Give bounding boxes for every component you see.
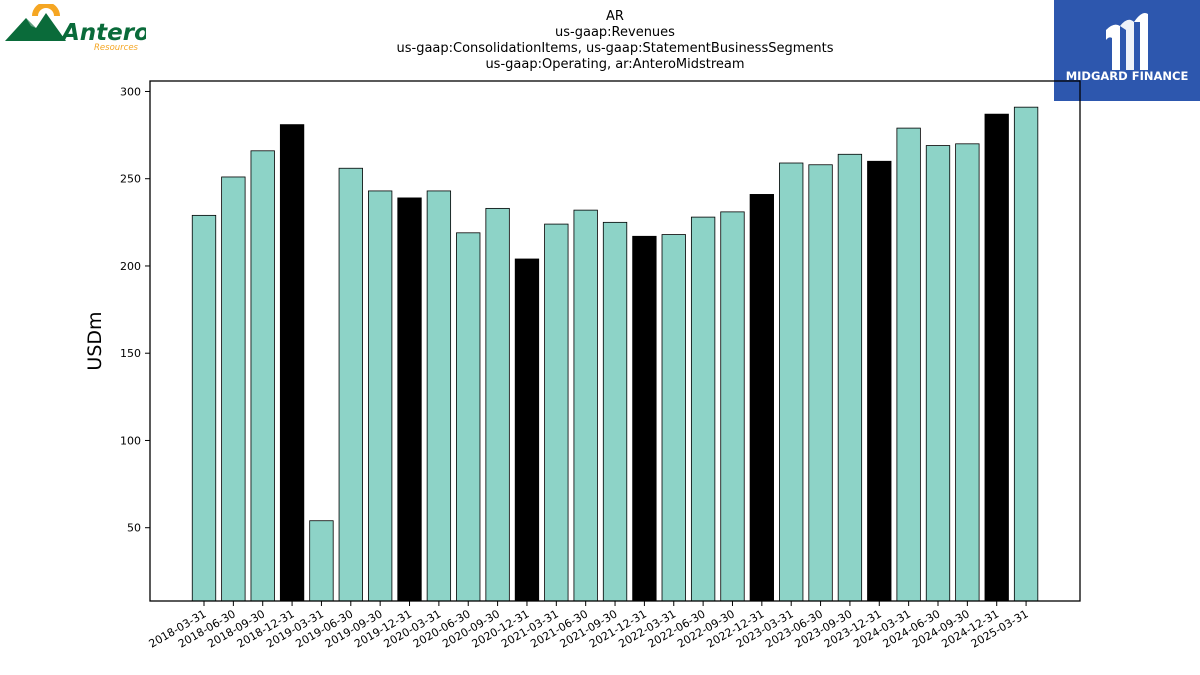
chart-title-line: AR <box>606 9 624 24</box>
bar <box>279 124 305 602</box>
chart-title-line: us-gaap:Revenues <box>555 25 675 40</box>
y-axis-label: USDm <box>84 311 106 370</box>
bar <box>514 258 540 602</box>
plot-frame <box>149 80 1081 602</box>
bars <box>191 106 1039 602</box>
bar <box>632 235 657 602</box>
bar <box>456 232 481 602</box>
bar <box>602 221 628 602</box>
bar <box>867 160 892 602</box>
bar <box>925 145 951 602</box>
midgard-finance-logo: MIDGARD FINANCE <box>1054 0 1200 101</box>
bar <box>368 190 393 602</box>
bar <box>191 214 217 602</box>
antero-logo: Antero Resources <box>4 2 150 54</box>
bar <box>397 197 422 602</box>
bar <box>250 150 275 602</box>
y-tick-label: 200 <box>120 260 141 273</box>
antero-logo-sub: Resources <box>94 43 139 53</box>
bar <box>749 194 774 602</box>
bar <box>485 207 510 602</box>
bar <box>338 167 363 602</box>
midgard-logo-name: MIDGARD FINANCE <box>1066 69 1189 83</box>
bar <box>720 211 745 602</box>
antero-logo-name: Antero <box>60 20 146 46</box>
bar <box>808 164 833 602</box>
y-tick-label: 150 <box>120 347 141 360</box>
antero-mountain-sun-icon: Antero Resources <box>5 2 150 53</box>
bar <box>984 113 1009 602</box>
y-axis: 50 100 150 200 250 300 <box>120 85 150 535</box>
bar <box>309 520 334 602</box>
bar <box>661 234 686 602</box>
y-tick-label: 50 <box>127 522 141 535</box>
bar <box>690 216 716 602</box>
bar <box>221 176 246 602</box>
x-axis: 2018-03-312018-06-302018-09-302018-12-31… <box>147 601 1031 651</box>
bar <box>955 143 980 602</box>
bar <box>544 223 569 602</box>
midgard-m-icon: MIDGARD FINANCE <box>1066 13 1189 83</box>
bar <box>1013 106 1039 602</box>
y-tick-label: 250 <box>120 173 141 186</box>
chart-title-line: us-gaap:Operating, ar:AnteroMidstream <box>485 57 744 72</box>
chart-title: ARus-gaap:Revenuesus-gaap:ConsolidationI… <box>396 9 833 72</box>
bar <box>573 209 598 602</box>
chart-title-line: us-gaap:ConsolidationItems, us-gaap:Stat… <box>396 41 833 56</box>
y-tick-label: 300 <box>120 85 141 98</box>
bar <box>779 162 804 602</box>
y-tick-label: 100 <box>120 434 141 447</box>
bar <box>426 190 452 602</box>
bar <box>837 153 863 602</box>
bar <box>896 127 921 602</box>
